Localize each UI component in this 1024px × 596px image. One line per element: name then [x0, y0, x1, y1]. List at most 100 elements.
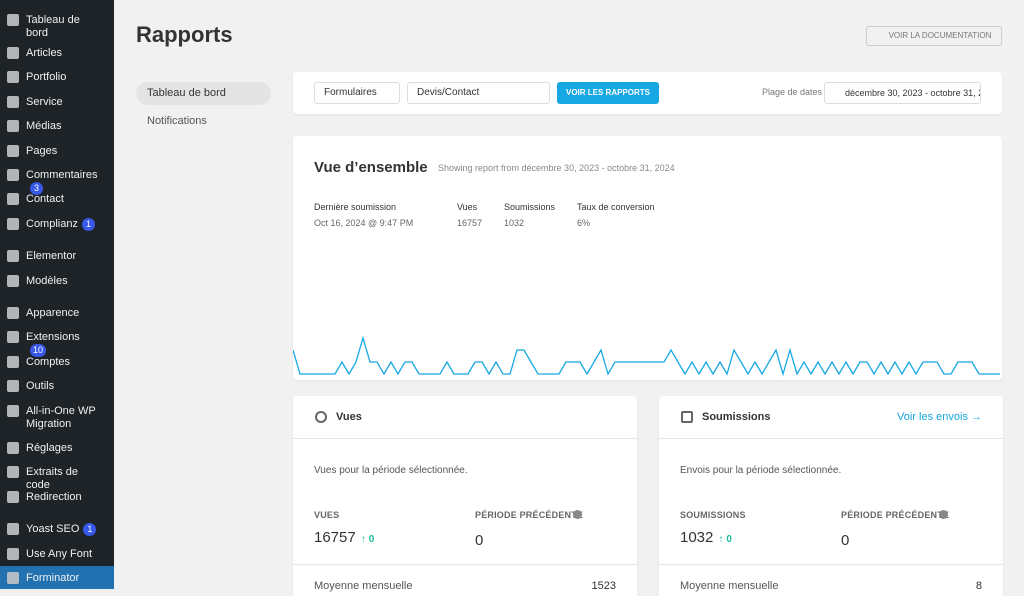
- subnav-item[interactable]: Notifications: [147, 115, 207, 127]
- menu-badge: 1: [83, 523, 97, 536]
- menu-icon: [7, 250, 19, 262]
- form-type-select[interactable]: Formulaires: [314, 82, 400, 104]
- menu-item[interactable]: All-in-One WP Migration: [0, 405, 114, 433]
- menu-icon: [7, 442, 19, 454]
- menu-item[interactable]: Forminator: [0, 566, 114, 589]
- menu-label: Use Any Font: [26, 548, 98, 561]
- menu-item[interactable]: Comptes: [0, 356, 114, 384]
- menu-text: Contact: [26, 193, 64, 205]
- menu-badge: 3: [30, 182, 43, 195]
- date-range-input[interactable]: décembre 30, 2023 - octobre 31, 2024: [824, 82, 981, 104]
- menu-text: Commentaires: [26, 169, 98, 181]
- menu-label: Extraits de code: [26, 466, 98, 492]
- menu-label: Redirection: [26, 491, 98, 504]
- change-value: 0: [368, 534, 375, 545]
- stat-value: Oct 16, 2024 @ 9:47 PM: [314, 218, 414, 228]
- divider: [659, 438, 1003, 439]
- menu-label: Réglages: [26, 442, 98, 455]
- menu-item[interactable]: Elementor: [0, 250, 114, 278]
- menu-label: Service: [26, 96, 98, 109]
- menu-item[interactable]: Service: [0, 96, 114, 124]
- menu-icon: [7, 548, 19, 560]
- menu-label: Articles: [26, 47, 98, 60]
- metric-row: 16757 ↑ 0: [314, 529, 374, 547]
- menu-item[interactable]: Commentaires3: [0, 169, 114, 197]
- previous-label: PÉRIODE PRÉCÉDENTE: [841, 510, 950, 520]
- menu-item[interactable]: Outils: [0, 380, 114, 408]
- menu-icon: [7, 96, 19, 108]
- change-value: 0: [726, 534, 732, 545]
- stat-value: 1032: [504, 218, 525, 228]
- subnav-item[interactable]: Tableau de bord: [136, 82, 271, 105]
- filter-bar: Formulaires Devis/Contact VOIR LES RAPPO…: [293, 72, 1002, 114]
- card-icon: [681, 411, 693, 423]
- menu-icon: [7, 572, 19, 584]
- metric-label: SOUMISSIONS: [680, 510, 746, 520]
- menu-label: Portfolio: [26, 71, 98, 84]
- menu-text: Apparence: [26, 307, 80, 319]
- menu-text: Service: [26, 96, 63, 108]
- menu-text: Extensions: [26, 331, 80, 343]
- menu-item[interactable]: Apparence: [0, 307, 114, 335]
- menu-item[interactable]: Extensions10: [0, 331, 114, 359]
- menu-item[interactable]: Use Any Font: [0, 548, 114, 576]
- menu-text: Yoast SEO: [26, 523, 80, 535]
- divider: [293, 564, 637, 565]
- menu-text: Réglages: [26, 442, 73, 454]
- menu-label: Outils: [26, 380, 98, 393]
- menu-item[interactable]: Yoast SEO 1: [0, 523, 114, 551]
- metric-row: 1032 ↑ 0: [680, 529, 732, 547]
- menu-item[interactable]: Redirection: [0, 491, 114, 519]
- menu-item[interactable]: Articles: [0, 47, 114, 75]
- previous-value: 0: [475, 532, 484, 549]
- view-reports-button[interactable]: VOIR LES RAPPORTS: [557, 82, 659, 104]
- metric-value: 16757: [314, 529, 356, 546]
- menu-icon: [7, 145, 19, 157]
- overview-card: Vue d’ensemble Showing report from décem…: [293, 136, 1002, 380]
- doc-button[interactable]: VOIR LA DOCUMENTATION: [866, 26, 1002, 46]
- menu-label: All-in-One WP Migration: [26, 405, 98, 431]
- menu-label: Contact: [26, 193, 98, 206]
- card-title: Vues: [336, 411, 362, 423]
- menu-item[interactable]: Modèles: [0, 275, 114, 303]
- card-description: Vues pour la période sélectionnée.: [314, 465, 468, 476]
- menu-label: Yoast SEO 1: [26, 523, 98, 536]
- menu-icon: [7, 356, 19, 368]
- menu-icon: [7, 120, 19, 132]
- average-label: Moyenne mensuelle: [314, 580, 413, 592]
- average-value: 8: [975, 580, 982, 592]
- card-icon: [315, 411, 327, 423]
- overview-title: Vue d’ensemble: [314, 159, 428, 176]
- menu-item[interactable]: Tableau de bord: [0, 14, 114, 42]
- menu-icon: [7, 218, 19, 230]
- menu-text: Tableau de bord: [26, 14, 80, 39]
- menu-item[interactable]: Contact: [0, 193, 114, 221]
- menu-item[interactable]: Portfolio: [0, 71, 114, 99]
- previous-label: PÉRIODE PRÉCÉDENTE: [475, 510, 584, 520]
- menu-icon: [7, 47, 19, 59]
- menu-item[interactable]: Pages: [0, 145, 114, 173]
- menu-icon: [7, 307, 19, 319]
- menu-text: Complianz: [26, 218, 78, 230]
- card-link[interactable]: Voir les envois →: [897, 411, 982, 423]
- metric-value: 1032: [680, 529, 714, 546]
- change-arrow: ↑: [718, 534, 724, 545]
- stat-label: Vues: [457, 202, 478, 212]
- menu-icon: [7, 466, 19, 478]
- menu-label: Pages: [26, 145, 98, 158]
- stat-value: 16757: [457, 218, 483, 228]
- menu-text: Pages: [26, 145, 58, 157]
- menu-label: Commentaires3: [26, 169, 98, 195]
- menu-item[interactable]: Réglages: [0, 442, 114, 470]
- menu-label: Tableau de bord: [26, 14, 98, 40]
- menu-text: All-in-One WP Migration: [26, 405, 96, 430]
- menu-item[interactable]: Médias: [0, 120, 114, 148]
- average-value: 1523: [591, 580, 616, 592]
- menu-item[interactable]: Complianz 1: [0, 218, 114, 246]
- menu-item[interactable]: Extraits de code: [0, 466, 114, 494]
- form-select[interactable]: Devis/Contact: [407, 82, 550, 104]
- menu-text: Outils: [26, 380, 55, 392]
- menu-label: Apparence: [26, 307, 98, 320]
- menu-label: Extensions10: [26, 331, 98, 357]
- menu-text: Articles: [26, 47, 63, 59]
